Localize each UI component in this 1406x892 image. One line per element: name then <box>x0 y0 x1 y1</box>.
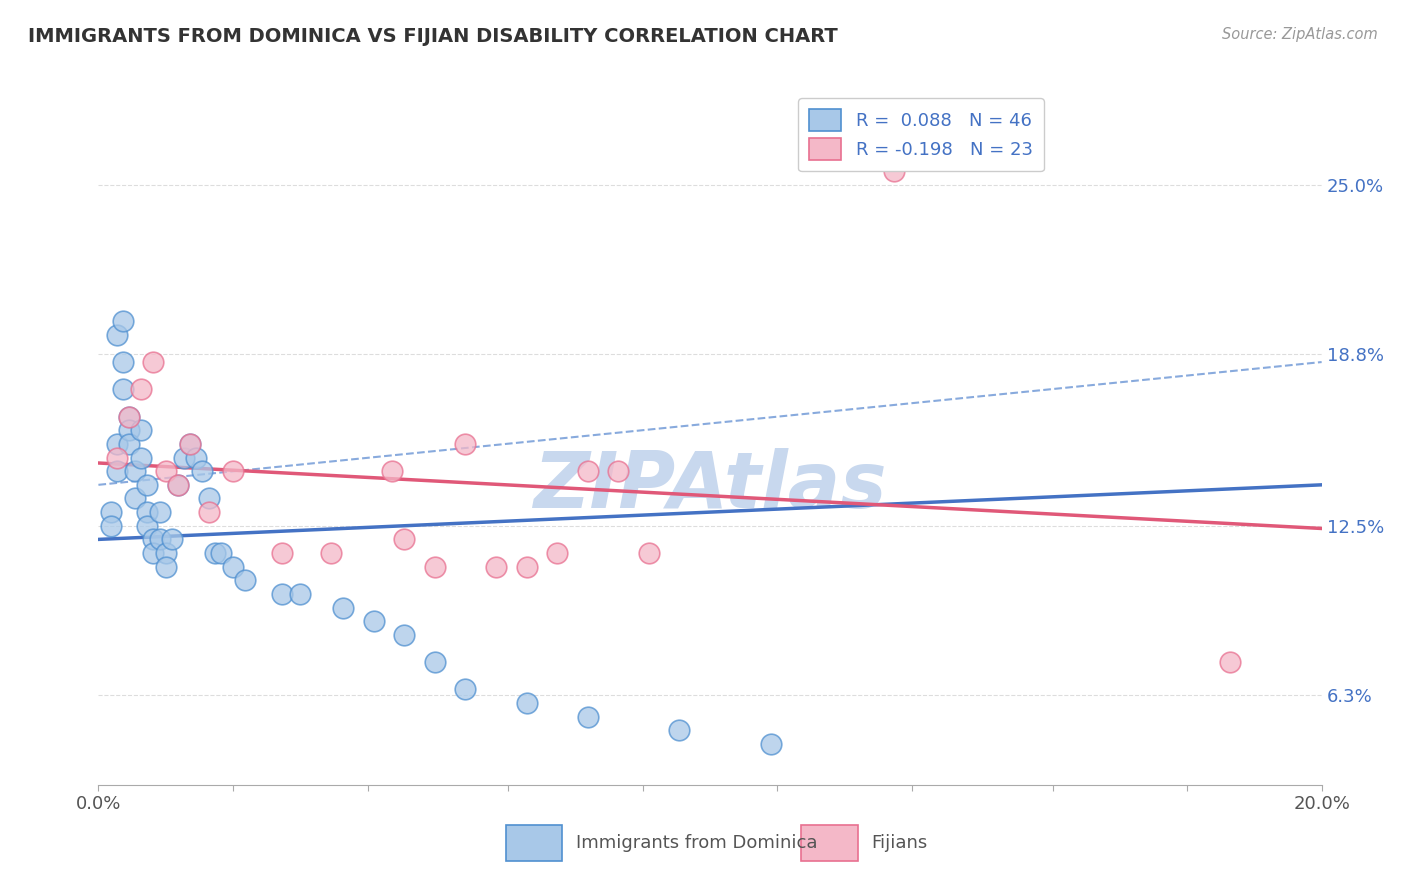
Point <box>319 546 342 560</box>
Point <box>209 546 232 560</box>
Point <box>149 505 172 519</box>
Point <box>204 546 226 560</box>
Point <box>576 710 599 724</box>
Point <box>167 478 190 492</box>
Point <box>423 655 446 669</box>
Point <box>454 682 477 697</box>
Point <box>179 437 201 451</box>
Text: Fijians: Fijians <box>872 834 928 852</box>
Point <box>118 409 141 424</box>
Point <box>197 505 219 519</box>
Point <box>186 450 208 465</box>
Point <box>129 382 152 396</box>
Point <box>118 437 141 451</box>
Point <box>100 505 122 519</box>
Point <box>124 491 146 506</box>
Point <box>759 737 782 751</box>
Point <box>173 450 195 465</box>
Point <box>290 587 312 601</box>
Point <box>191 464 214 478</box>
Point <box>668 723 690 738</box>
Text: IMMIGRANTS FROM DOMINICA VS FIJIAN DISABILITY CORRELATION CHART: IMMIGRANTS FROM DOMINICA VS FIJIAN DISAB… <box>28 27 838 45</box>
Point <box>124 464 146 478</box>
Point <box>883 164 905 178</box>
Point <box>516 559 538 574</box>
Point <box>363 614 385 628</box>
Point <box>105 327 128 342</box>
Point <box>485 559 508 574</box>
Point <box>167 478 190 492</box>
Point <box>222 559 245 574</box>
Point <box>637 546 661 560</box>
Text: Source: ZipAtlas.com: Source: ZipAtlas.com <box>1222 27 1378 42</box>
Point <box>136 505 159 519</box>
Point <box>155 464 177 478</box>
FancyBboxPatch shape <box>506 825 562 861</box>
Point <box>136 518 159 533</box>
Point <box>142 546 165 560</box>
Point <box>105 464 128 478</box>
Point <box>118 409 141 424</box>
Point <box>270 587 292 601</box>
Point <box>222 464 245 478</box>
Point <box>155 559 177 574</box>
Point <box>423 559 446 574</box>
Point <box>392 628 416 642</box>
Point <box>576 464 599 478</box>
Point <box>111 382 134 396</box>
Point <box>111 314 134 328</box>
Point <box>381 464 404 478</box>
Point <box>149 533 172 547</box>
Point <box>100 518 122 533</box>
Text: ZIPAtlas: ZIPAtlas <box>533 448 887 524</box>
Point <box>179 437 201 451</box>
Point <box>111 355 134 369</box>
Point <box>136 478 159 492</box>
Text: Immigrants from Dominica: Immigrants from Dominica <box>576 834 818 852</box>
Point <box>142 533 165 547</box>
Point <box>607 464 630 478</box>
Point <box>197 491 219 506</box>
Point <box>129 423 152 437</box>
Point <box>160 533 183 547</box>
Point <box>392 533 416 547</box>
Point <box>105 437 128 451</box>
Point <box>118 423 141 437</box>
Point <box>332 600 354 615</box>
Point <box>129 450 152 465</box>
Point <box>1219 655 1241 669</box>
Point <box>270 546 292 560</box>
Point <box>233 574 256 588</box>
Point <box>105 450 128 465</box>
Point <box>454 437 477 451</box>
Point <box>516 696 538 710</box>
Point <box>546 546 568 560</box>
FancyBboxPatch shape <box>801 825 858 861</box>
Point <box>142 355 165 369</box>
Legend: R =  0.088   N = 46, R = -0.198   N = 23: R = 0.088 N = 46, R = -0.198 N = 23 <box>797 98 1043 171</box>
Point <box>155 546 177 560</box>
